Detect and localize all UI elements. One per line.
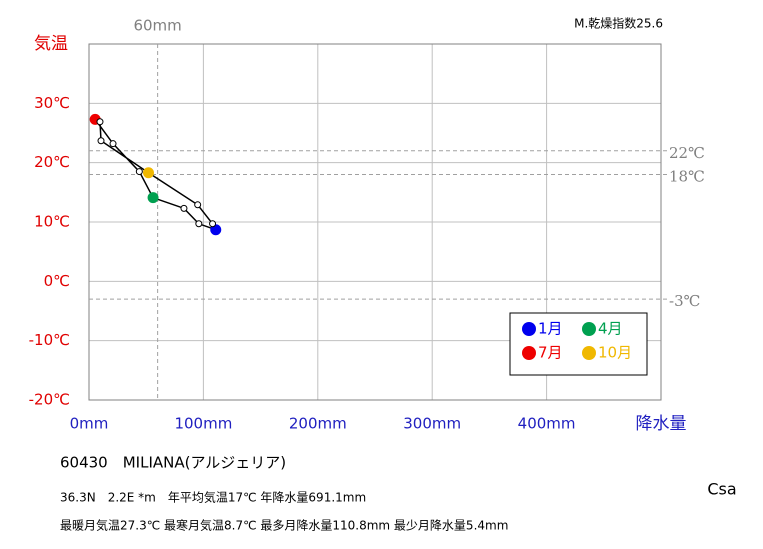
info-line: 最暖月気温27.3℃ 最寒月気温8.7℃ 最多月降水量110.8mm 最少月降水… xyxy=(60,518,508,533)
data-point xyxy=(142,167,154,179)
x-tick-label: 300mm xyxy=(403,415,461,433)
y-tick-label: 0℃ xyxy=(44,272,70,290)
station: 60430 MILIANA(アルジェリア) xyxy=(60,454,286,472)
y-tick-label: 10℃ xyxy=(34,213,70,231)
legend-marker xyxy=(522,346,536,360)
data-point xyxy=(135,168,143,176)
y-tick-label: -20℃ xyxy=(29,391,70,409)
data-point xyxy=(109,140,117,148)
data-point xyxy=(194,201,202,209)
reference-label: 22℃ xyxy=(669,144,705,162)
y-tick-label: 20℃ xyxy=(34,153,70,171)
data-point xyxy=(96,118,104,126)
x-axis-label: 降水量 xyxy=(636,414,687,434)
climate-class: Csa xyxy=(707,480,736,499)
data-point xyxy=(97,137,105,145)
dryness-index: M.乾燥指数25.6 xyxy=(574,16,663,31)
legend-marker xyxy=(582,322,596,336)
legend-label: 10月 xyxy=(598,344,632,362)
x-tick-label: 100mm xyxy=(174,415,232,433)
legend-marker xyxy=(522,322,536,336)
x-tick-label: 200mm xyxy=(289,415,347,433)
data-point xyxy=(195,220,203,228)
reference-label: 18℃ xyxy=(669,168,705,186)
x-tick-label: 0mm xyxy=(70,415,109,433)
reference-label: -3℃ xyxy=(669,292,700,310)
x-tick-label: 400mm xyxy=(518,415,576,433)
info-line: 36.3N 2.2E *m 年平均気温17℃ 年降水量691.1mm xyxy=(60,490,366,505)
data-point xyxy=(209,220,217,228)
legend-marker xyxy=(582,346,596,360)
climate-line xyxy=(94,118,217,231)
reference-label: 60mm xyxy=(133,17,181,35)
legend-label: 7月 xyxy=(538,344,563,362)
y-tick-label: 30℃ xyxy=(34,94,70,112)
legend-label: 1月 xyxy=(538,320,563,338)
data-point xyxy=(147,192,159,204)
legend-label: 4月 xyxy=(598,320,623,338)
y-axis-label: 気温 xyxy=(34,34,68,54)
plot-border xyxy=(88,43,662,401)
y-tick-label: -10℃ xyxy=(29,331,70,349)
data-point xyxy=(180,204,188,212)
